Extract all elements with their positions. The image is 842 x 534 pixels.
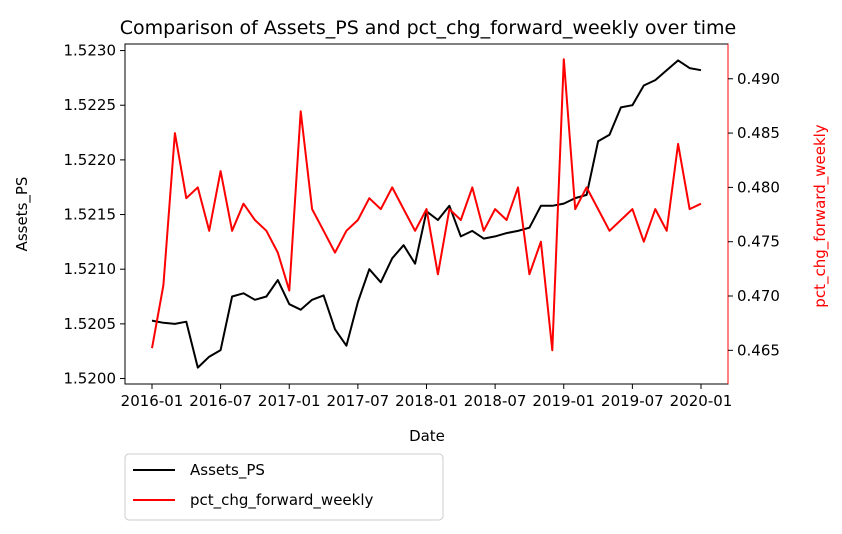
y-axis-right-label: pct_chg_forward_weekly (811, 124, 830, 308)
y-left-tick-label: 1.5225 (64, 96, 117, 114)
y-right-tick-label: 0.470 (737, 287, 780, 305)
x-axis: 2016-01 2016-07 2017-01 2017-07 2018-01 2018-… (121, 384, 733, 410)
x-axis-label: Date (409, 427, 445, 445)
x-tick-label: 2016-07 (189, 392, 252, 410)
y-right-tick-label: 0.485 (737, 124, 780, 142)
legend: Assets_PS pct_chg_forward_weekly (124, 453, 444, 521)
y-left-tick-label: 1.5230 (64, 42, 117, 60)
legend-box (124, 453, 444, 521)
y-axis-left: 1.5200 1.5205 1.5210 1.5215 1.5220 1.5225 1.52… (64, 42, 125, 388)
x-tick-label: 2016-01 (121, 392, 184, 410)
legend-label-pct-chg: pct_chg_forward_weekly (190, 491, 374, 510)
x-tick-label: 2017-01 (258, 392, 321, 410)
y-right-tick-label: 0.465 (737, 341, 780, 359)
plot-area (124, 43, 729, 385)
legend-label-assets-ps: Assets_PS (190, 461, 265, 480)
x-tick-label: 2018-07 (464, 392, 527, 410)
series-layer (151, 58, 702, 369)
y-axis-right: 0.465 0.470 0.475 0.480 0.485 0.490 (727, 44, 780, 384)
chart-title: Comparison of Assets_PS and pct_chg_forw… (120, 17, 737, 39)
series-line-pct-chg-forward-weekly (151, 58, 702, 352)
y-left-tick-label: 1.5215 (64, 206, 117, 224)
y-left-tick-label: 1.5205 (64, 315, 117, 333)
x-tick-label: 2018-01 (395, 392, 458, 410)
y-left-tick-label: 1.5200 (64, 370, 117, 388)
x-tick-label: 2019-07 (601, 392, 664, 410)
x-tick-label: 2019-01 (532, 392, 595, 410)
y-right-tick-label: 0.480 (737, 178, 780, 196)
x-tick-label: 2020-01 (670, 392, 733, 410)
y-right-tick-label: 0.475 (737, 233, 780, 251)
y-right-tick-label: 0.490 (737, 70, 780, 88)
y-axis-left-label: Assets_PS (13, 177, 32, 252)
x-tick-label: 2017-07 (327, 392, 390, 410)
y-left-tick-label: 1.5210 (64, 260, 117, 278)
y-left-tick-label: 1.5220 (64, 151, 117, 169)
